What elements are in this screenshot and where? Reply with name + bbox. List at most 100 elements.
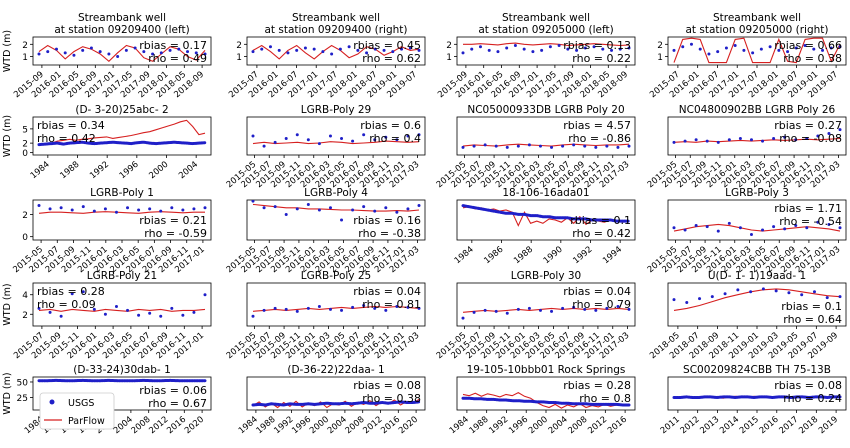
usgs-point <box>483 143 487 147</box>
panel-20: SC00209824CBB TH 75-13B20112012201320142… <box>659 364 847 437</box>
usgs-point <box>63 51 67 55</box>
x-tick-label: 2018 <box>797 415 820 437</box>
usgs-point <box>575 48 579 52</box>
panel-title: LGRB-Poly 4 <box>304 187 368 199</box>
x-tick-label: 2004 <box>547 415 570 437</box>
panel-title: NC05000933DB LGRB Poly 20 <box>467 104 624 116</box>
usgs-point <box>391 50 395 54</box>
usgs-point <box>303 46 307 50</box>
usgs-point <box>803 44 807 48</box>
usgs-point <box>594 308 598 312</box>
rho-label: rho = 0.8 <box>579 392 631 405</box>
usgs-point <box>483 308 487 312</box>
usgs-point <box>273 140 277 144</box>
usgs-point <box>540 48 544 52</box>
usgs-point <box>805 226 809 230</box>
usgs-point <box>516 307 520 311</box>
usgs-point <box>273 205 277 209</box>
usgs-point <box>148 311 152 315</box>
usgs-point <box>550 309 554 313</box>
usgs-point <box>295 48 299 52</box>
usgs-point <box>724 46 728 50</box>
y-tick-label: 2 <box>446 41 452 51</box>
usgs-point <box>54 47 58 51</box>
panel-18: (D-36-22)22daa- 119841988199219962000200… <box>237 364 426 437</box>
usgs-point <box>37 306 41 310</box>
usgs-point <box>159 209 163 213</box>
usgs-point <box>262 144 266 148</box>
usgs-point <box>373 138 377 142</box>
rho-label: rho = 0.4 <box>369 132 421 145</box>
usgs-point <box>494 144 498 148</box>
rbias-label: rbias = 0.6 <box>360 119 421 132</box>
usgs-point <box>328 307 332 311</box>
usgs-point <box>816 134 820 138</box>
usgs-point <box>478 45 482 49</box>
legend-usgs-marker <box>49 399 55 405</box>
panel-11: 18-106-16ada01 1984 1986 1988 1990 1992 1994 rb… <box>453 187 636 266</box>
usgs-point <box>786 50 790 54</box>
usgs-point <box>472 310 476 314</box>
usgs-point <box>362 205 366 209</box>
usgs-point <box>812 290 816 294</box>
plot-area <box>672 395 842 400</box>
usgs-point <box>148 207 152 211</box>
usgs-point <box>351 305 355 309</box>
x-tick-label: 1984 <box>448 415 471 437</box>
axes-frame <box>32 282 212 327</box>
x-tick-label: 1988 <box>58 160 81 182</box>
usgs-point <box>48 207 52 211</box>
x-tick-label: 2012 <box>361 415 384 437</box>
panel-title: at station 09209400 (right) <box>264 24 407 36</box>
usgs-point <box>159 314 163 318</box>
usgs-point <box>81 290 85 294</box>
panel-title: Streambank well <box>78 12 166 24</box>
usgs-point <box>338 47 342 51</box>
usgs-point <box>406 134 410 138</box>
usgs-point <box>37 204 41 208</box>
usgs-point <box>838 128 842 132</box>
x-tick-label: 2013 <box>698 415 721 437</box>
usgs-dense-series <box>37 140 207 147</box>
panel-title: LGRB-Poly 1 <box>90 187 154 199</box>
panel-6: LGRB-Poly 292015-052015-072015-092015-11… <box>225 104 426 190</box>
usgs-point <box>827 222 831 226</box>
rbias-label: rbias = 0.04 <box>353 285 421 298</box>
rbias-label: rbias = 0.1 <box>570 214 631 227</box>
usgs-point <box>548 45 552 49</box>
x-tick-label: 2008 <box>130 415 153 437</box>
usgs-point <box>738 226 742 230</box>
x-tick-label: 1996 <box>290 415 313 437</box>
usgs-point <box>170 206 174 210</box>
parflow-line <box>252 44 420 60</box>
parflow-line <box>252 305 420 312</box>
x-tick-label: 2020 <box>397 415 420 437</box>
y-tick-label: 2 <box>22 211 28 221</box>
usgs-point <box>761 139 765 143</box>
rbias-label: rbias = 0.45 <box>353 39 421 52</box>
usgs-point <box>186 50 190 54</box>
plot-area <box>251 133 421 148</box>
usgs-point <box>408 46 412 50</box>
usgs-point <box>742 48 746 52</box>
parflow-line <box>673 223 841 232</box>
usgs-point <box>561 144 565 148</box>
usgs-point <box>672 48 676 52</box>
usgs-point <box>821 48 825 52</box>
usgs-point <box>268 45 272 49</box>
usgs-point <box>672 226 676 230</box>
usgs-point <box>400 47 404 51</box>
usgs-point <box>116 54 120 58</box>
usgs-point <box>262 308 266 312</box>
x-tick-label: 1988 <box>468 415 491 437</box>
usgs-point <box>505 46 509 50</box>
usgs-point <box>260 47 264 51</box>
usgs-point <box>406 207 410 211</box>
rbias-label: rbias = 0.27 <box>774 119 842 132</box>
usgs-point <box>382 48 386 52</box>
usgs-point <box>698 297 702 301</box>
usgs-point <box>538 144 542 148</box>
usgs-point <box>340 308 344 312</box>
axes-frame <box>456 199 636 241</box>
